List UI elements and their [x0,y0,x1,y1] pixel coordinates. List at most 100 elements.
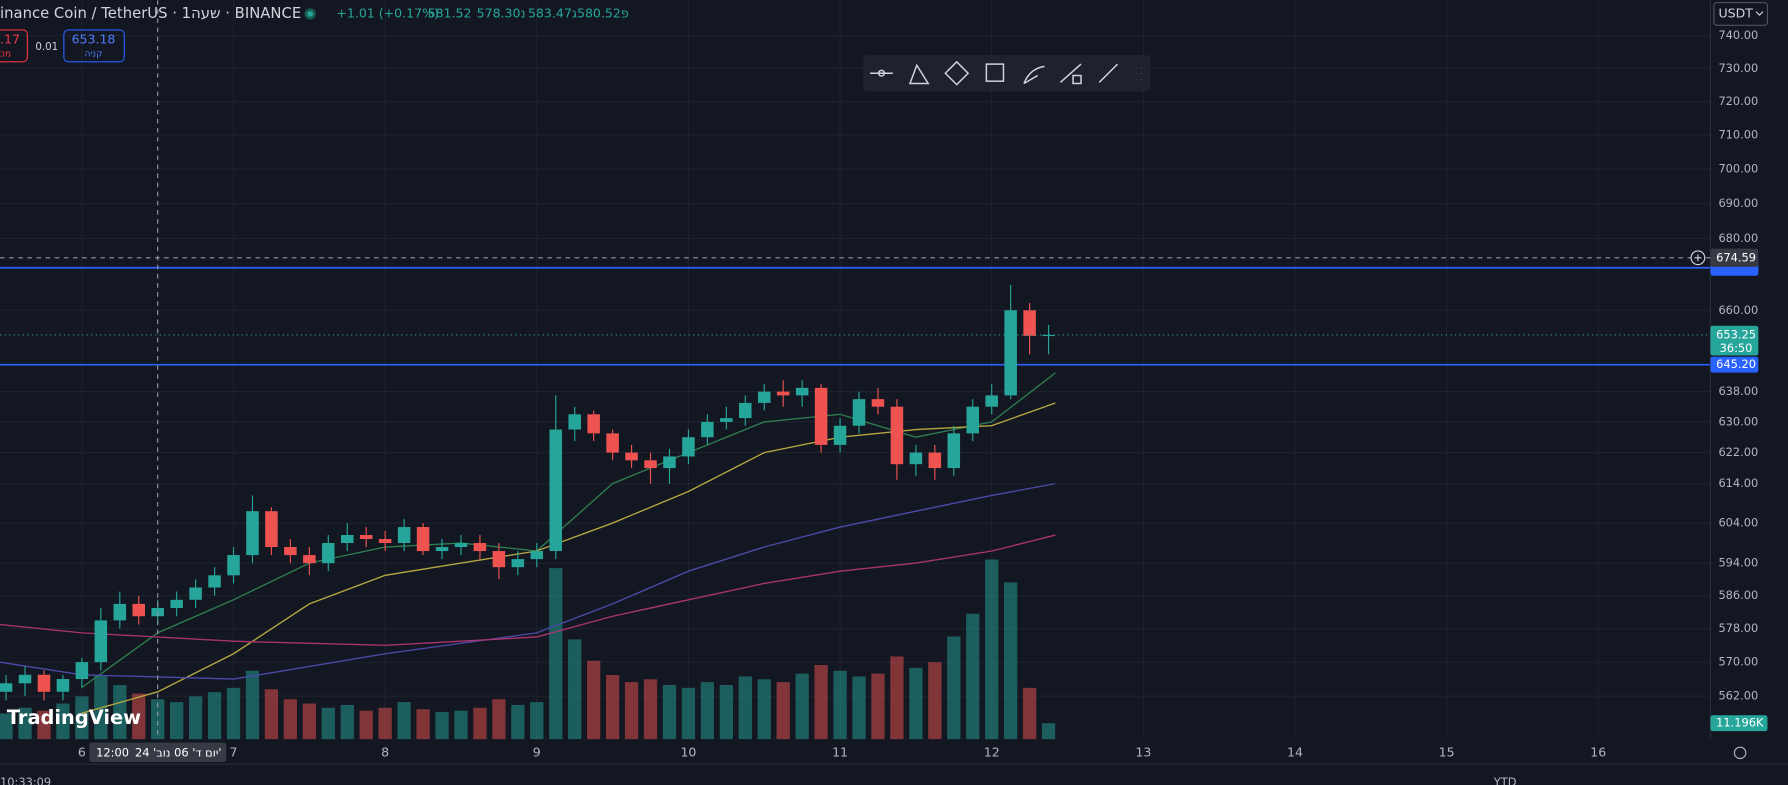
y-tick-label: 638.00 [1718,384,1758,398]
candle-body [833,425,847,445]
x-tick-label: 16 [1590,744,1606,759]
volume-bar [188,696,203,740]
price-label: 645.20 [1716,357,1756,371]
status-dot [307,11,314,17]
last-price: 653.25 [1716,327,1756,341]
y-tick-label: 690.00 [1718,196,1758,210]
volume-bar [1004,582,1018,740]
y-tick-label: 586.00 [1718,588,1758,602]
x-tick-label: 12 [984,744,1000,759]
y-tick-label: 730.00 [1718,61,1758,75]
candle-body [1042,334,1055,337]
toolbar-grip[interactable] [1136,67,1143,80]
volume-bar [833,670,847,740]
tool-pattern[interactable] [944,60,970,86]
range-button[interactable]: YTD [1493,775,1517,785]
volume-bar [814,665,828,740]
crosshair-price-bg [1710,248,1759,267]
volume-bar [909,667,923,740]
volume-bar [378,707,392,740]
candle-body [549,429,563,552]
volume-bar [890,656,904,740]
tool-rect[interactable] [985,63,1005,82]
candle-body [909,452,923,465]
ohlc: 581.52 [428,5,472,20]
volume-bar [549,568,563,740]
add-alert-plus [1694,254,1702,262]
volume-bar [1022,687,1037,740]
y-tick-label: 614.00 [1718,476,1758,490]
tool-line[interactable] [870,69,893,77]
plot [0,266,1711,740]
moving-average [0,534,1056,646]
candle-body [1004,310,1017,396]
y-tick-label: 740.00 [1718,28,1758,42]
volume-bar [454,710,468,740]
volume-bar [587,660,601,740]
candle-body [985,395,998,407]
tool-angle[interactable] [908,63,930,85]
candle-body [795,387,809,396]
candle-body [435,547,449,552]
ohlc: ג583.47 [528,5,577,20]
candle-body [378,539,392,544]
volume-bar [795,673,809,740]
candle-body [1023,310,1036,336]
candle-body [340,535,354,544]
candle-body [0,683,13,692]
volume-bar [359,710,373,740]
volume-bar [170,702,184,740]
volume-bar [511,704,525,740]
sell-price: .17 [0,32,20,47]
volume-bar [302,703,316,740]
candle-body [492,551,506,568]
volume-bar [700,682,715,740]
candle-body [473,543,487,552]
y-tick-label: 622.00 [1718,445,1758,459]
x-tick-label: 6 [78,744,86,759]
volume-bar [530,702,544,740]
volume-label-bg [1710,715,1768,732]
crosshair-price: 674.59 [1716,250,1756,264]
volume-bar [321,707,335,740]
volume-bar [340,704,354,740]
y-tick-label: 700.00 [1718,162,1758,176]
candle-body [208,575,221,588]
volume-bar [264,689,279,740]
tool-ray[interactable] [1098,63,1119,83]
currency-select[interactable] [1713,1,1769,26]
volume-bar [151,699,165,740]
candle-body [189,587,202,600]
candle-body [852,399,866,426]
candle-body [530,551,544,560]
candle-body [720,418,733,422]
candle-body [303,555,316,564]
x-tick-label: 13 [1135,744,1151,759]
volume-bar [738,676,752,740]
tool-brush[interactable] [1023,65,1045,85]
volume-bar [416,709,430,740]
candle-body [606,433,619,453]
sell-box[interactable] [0,29,28,63]
crosshair-date: יום ד' 06 נוב' 24' [135,745,222,759]
candle-body [265,511,278,548]
y-tick-label: 680.00 [1718,231,1758,245]
countdown: 36:50 [1720,341,1753,355]
tool-path[interactable] [1059,63,1082,85]
candle-body [322,543,335,564]
volume-bar [56,703,70,740]
candle-body [113,603,127,621]
candle-body [890,406,904,465]
volume-bar [132,693,146,740]
dropdown-arrow [1755,11,1764,16]
settings-icon[interactable] [1733,746,1747,760]
toolbar-bg [863,54,1151,92]
candle-body [739,402,752,419]
candle-body [625,452,638,461]
buy-box[interactable] [63,29,125,63]
volume-bar [719,684,733,740]
candle-body [587,414,600,434]
candle-body [227,555,240,576]
currency: USDT [1718,5,1753,20]
